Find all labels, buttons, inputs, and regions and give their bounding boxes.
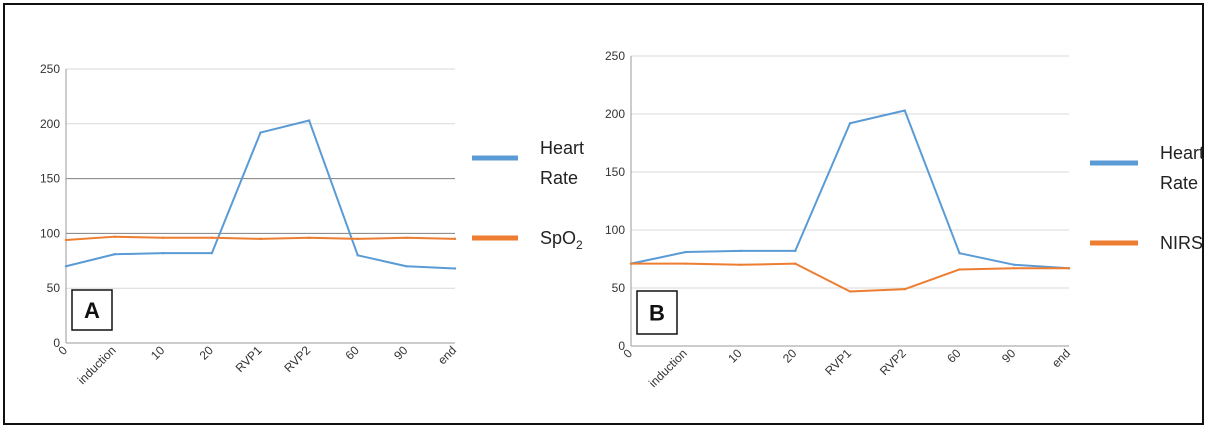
data-point [64, 265, 68, 268]
data-point [1013, 267, 1016, 270]
legend-label: SpO2 [540, 228, 583, 252]
x-tick-label: RVP2 [877, 346, 909, 378]
y-tick-label: 100 [40, 226, 60, 240]
data-point [356, 254, 359, 257]
data-point [453, 237, 457, 241]
x-tick-label: induction [646, 346, 690, 390]
data-point [259, 237, 262, 241]
series-line-heart-rate [630, 109, 1070, 270]
legend-label: NIRS [1160, 233, 1203, 253]
x-tick-label: RVP1 [233, 343, 265, 375]
x-tick-label: 60 [343, 343, 363, 363]
data-point [684, 262, 687, 265]
y-tick-label: 150 [40, 172, 60, 186]
data-point [958, 252, 961, 255]
data-point [739, 263, 742, 266]
x-tick-label: 0 [55, 343, 70, 358]
data-point [684, 250, 687, 254]
data-point [453, 267, 457, 270]
y-tick-label: 50 [47, 281, 61, 295]
data-point [405, 236, 408, 239]
panel-label-box [71, 289, 113, 331]
legend-label: Rate [540, 168, 578, 188]
y-tick-label: 150 [605, 165, 625, 179]
data-point [64, 238, 68, 242]
data-point [739, 249, 742, 253]
data-point [113, 253, 116, 256]
x-tick-label: 60 [944, 346, 964, 366]
data-point [629, 262, 633, 265]
y-tick-label: 0 [618, 339, 625, 353]
data-point [162, 251, 165, 255]
legend-label: Heart [540, 138, 584, 158]
data-point [1013, 263, 1016, 266]
series-line-heart-rate [65, 119, 456, 270]
x-tick-label: 10 [725, 346, 745, 366]
data-point [307, 119, 311, 122]
x-tick-label: RVP2 [281, 343, 313, 375]
x-tick-label: 10 [148, 343, 168, 363]
figure-frame [3, 3, 1204, 425]
data-point [958, 268, 961, 271]
series-line-nirs [631, 262, 1069, 293]
data-point [405, 265, 408, 268]
y-tick-label: 0 [53, 336, 60, 350]
data-point [259, 131, 262, 134]
y-tick-label: 250 [605, 49, 625, 63]
y-tick-label: 200 [40, 117, 60, 131]
legend-label: Rate [1160, 173, 1198, 193]
data-point [210, 251, 214, 255]
x-tick-label: end [1049, 346, 1073, 370]
x-tick-label: induction [75, 343, 119, 387]
data-point [903, 287, 906, 291]
data-point [113, 235, 116, 238]
y-tick-label: 100 [605, 223, 625, 237]
x-tick-label: 0 [620, 346, 635, 361]
data-point [903, 109, 906, 112]
data-point [794, 249, 797, 253]
x-tick-label: 90 [391, 343, 411, 363]
x-tick-label: 90 [999, 346, 1019, 366]
data-point [1067, 267, 1071, 270]
x-tick-label: 20 [780, 346, 800, 366]
y-tick-label: 50 [612, 281, 626, 295]
data-point [162, 236, 165, 239]
panel-label: A [84, 298, 100, 323]
x-tick-label: 20 [197, 343, 217, 363]
data-point [210, 236, 214, 239]
panel-label-box [636, 290, 678, 335]
y-tick-label: 250 [40, 62, 60, 76]
data-point [356, 237, 359, 241]
x-tick-label: RVP1 [822, 346, 854, 378]
data-point [794, 262, 797, 265]
data-point [848, 122, 852, 125]
data-point [307, 236, 311, 239]
data-point [848, 290, 852, 293]
x-tick-label: end [435, 343, 459, 367]
panel-label: B [649, 301, 665, 326]
legend-label: Heart [1160, 143, 1204, 163]
y-tick-label: 200 [605, 107, 625, 121]
